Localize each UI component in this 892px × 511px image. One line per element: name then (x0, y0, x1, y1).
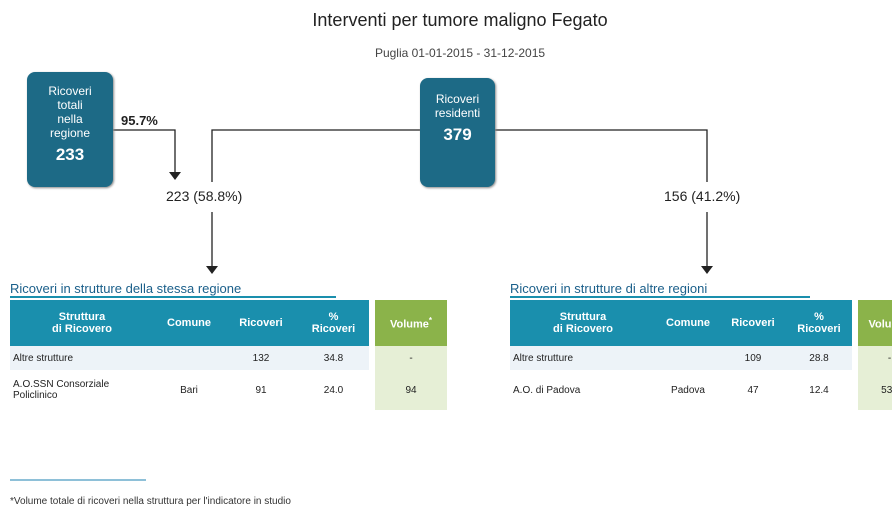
header-cell: Comune (656, 300, 720, 346)
cell: Bari (180, 384, 198, 396)
header-cell: % Ricoveri (786, 300, 852, 346)
box-label: Ricoveri (48, 84, 92, 98)
table: Struttura di Ricovero Comune Ricoveri% Ricov… (510, 300, 892, 410)
cell: 94 (369, 370, 447, 410)
note-mark: * (428, 315, 433, 325)
box-value: 379 (443, 125, 472, 144)
row: A.O.SSN Consorziale Policlinico Bari 91 24.… (10, 370, 447, 410)
box-label: regione (49, 126, 91, 140)
header-cell: % Ricoveri (298, 300, 369, 346)
cell: A.O.SSN Consorziale Policlinico (13, 379, 110, 401)
share-label: 95.7% (121, 113, 158, 128)
cell: 132 (224, 346, 298, 370)
cell: 24.0 (323, 384, 344, 396)
header-cell: Volume* (369, 300, 447, 346)
header-text: di Ricovero (52, 323, 112, 335)
box-label: residenti (434, 106, 481, 120)
header-text: Struttura (58, 311, 106, 323)
header-row: Struttura di Ricovero Comune Ricoveri% Ricov… (10, 300, 447, 346)
branch-right: 156 (41.2%) (664, 188, 741, 204)
header-text: Volume (389, 318, 429, 331)
header-cell: Struttura di Ricovero (510, 300, 656, 346)
cell: 530 (852, 370, 892, 410)
cell: 47 (747, 384, 759, 396)
cell (656, 346, 720, 370)
header-text: Ricoveri (731, 317, 775, 329)
header-text: Ricoveri (797, 323, 841, 335)
cell: 34.8 (298, 346, 369, 370)
header-cell: Struttura di Ricovero (10, 300, 154, 346)
table: Struttura di Ricovero Comune Ricoveri% Ricov… (10, 300, 447, 410)
header-text: di Ricovero (553, 323, 613, 335)
subtitle: Puglia 01-01-2015 - 31-12-2015 (374, 46, 546, 60)
header-cell: Volume* (852, 300, 892, 346)
row: Altre strutture 132 34.8- (10, 346, 447, 370)
cell: Altre strutture (10, 346, 154, 370)
header-text: Volume (868, 318, 892, 331)
cell: - (852, 346, 892, 370)
box-label: Ricoveri (435, 92, 480, 106)
cell: Padova (671, 384, 705, 396)
title: Interventi per tumore maligno Fegato (312, 10, 608, 30)
table-title: Ricoveri in strutture della stessa regio… (10, 281, 336, 298)
header-text: % (814, 311, 824, 323)
header-cell: Comune (154, 300, 224, 346)
cell: Altre strutture (510, 346, 656, 370)
row: Altre strutture 109 28.8- (510, 346, 892, 370)
header-row: Struttura di Ricovero Comune Ricoveri% Ricov… (510, 300, 892, 346)
branch-left: 223 (58.8%) (166, 188, 243, 204)
box-value: 233 (55, 145, 85, 164)
header-cell: Ricoveri (720, 300, 786, 346)
header-text: % (328, 311, 339, 323)
box-residents: Ricoveri residenti 379 (420, 78, 495, 187)
header-text: Ricoveri (239, 317, 283, 329)
cell: 12.4 (809, 384, 829, 396)
cell (154, 346, 224, 370)
cell: - (369, 346, 447, 370)
header-text: Struttura (559, 311, 607, 323)
footnote: *Volume totale di ricoveri nella struttu… (10, 496, 291, 507)
table-title: Ricoveri in strutture di altre regioni (510, 281, 810, 298)
cell: 109 (720, 346, 786, 370)
row: A.O. di Padova Padova 47 12.4 530 (510, 370, 892, 410)
header-cell: Ricoveri (224, 300, 298, 346)
header-text: Ricoveri (311, 323, 356, 335)
box-label: totali (57, 98, 83, 112)
box-label: nella (57, 112, 83, 126)
cell: A.O. di Padova (513, 384, 581, 396)
header-text: Comune (666, 317, 710, 329)
box-total: Ricoveri totali nella regione 233 (27, 72, 113, 187)
cell: 91 (255, 384, 267, 396)
cell: 28.8 (786, 346, 852, 370)
header-text: Comune (167, 317, 211, 329)
